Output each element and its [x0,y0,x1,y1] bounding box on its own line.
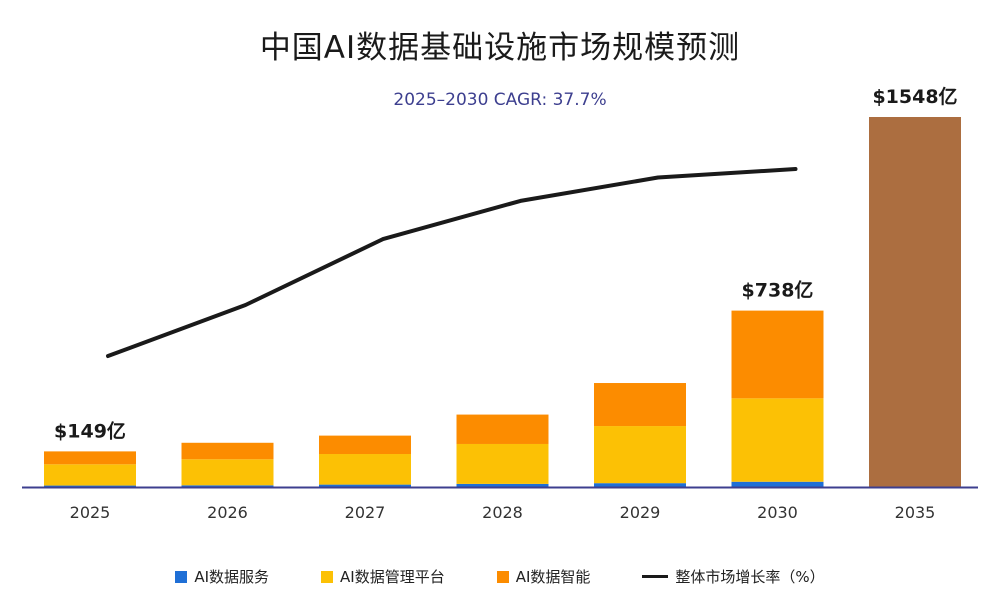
legend-item-ai-data-intelligence: AI数据智能 [496,566,591,587]
bar-ai-data-platform-2028 [456,443,549,484]
bar-ai-data-service-2029 [594,483,686,487]
x-tick-label-2028: 2028 [482,503,523,522]
bar-total-market-2035 [869,117,961,487]
data-label-2025: $149亿 [54,419,126,442]
bar-ai-data-service-2025 [44,485,136,487]
bar-ai-data-intelligence-2025 [44,451,136,465]
bar-ai-data-intelligence-2028 [456,414,549,444]
legend-label-ai-data-service: AI数据服务 [194,568,270,586]
bar-ai-data-platform-2030 [731,398,824,482]
x-tick-label-2027: 2027 [345,503,386,522]
bar-ai-data-intelligence-2029 [594,383,686,427]
bar-ai-data-service-2030 [731,481,824,487]
legend-line-growth-rate [642,575,669,578]
bar-ai-data-intelligence-2026 [181,442,274,460]
bar-ai-data-platform-2025 [44,464,136,486]
data-label-2035: $1548亿 [872,85,957,108]
x-tick-label-2029: 2029 [620,503,661,522]
x-tick-label-2035: 2035 [895,503,936,522]
bar-ai-data-service-2028 [456,483,549,487]
bar-ai-data-platform-2026 [181,459,274,486]
bar-ai-data-intelligence-2030 [731,310,824,399]
bar-ai-data-service-2026 [181,485,274,487]
legend: AI数据服务 AI数据管理平台 AI数据智能 整体市场增长率（%） [0,566,1000,587]
bar-ai-data-intelligence-2027 [319,435,411,455]
legend-item-growth-rate: 整体市场增长率（%） [642,566,825,587]
growth-rate-line [106,167,798,358]
legend-swatch-ai-data-platform [321,570,334,583]
legend-item-ai-data-service: AI数据服务 [175,566,269,587]
legend-label-growth-rate: 整体市场增长率（%） [675,568,825,586]
bar-ai-data-platform-2027 [319,454,411,485]
legend-swatch-ai-data-service [175,570,188,583]
legend-label-ai-data-intelligence: AI数据智能 [515,568,591,586]
bar-ai-data-platform-2029 [594,426,686,484]
x-tick-label-2026: 2026 [207,503,248,522]
data-label-2030: $738亿 [742,279,814,302]
legend-label-ai-data-platform: AI数据管理平台 [340,568,445,586]
x-tick-label-2025: 2025 [70,503,111,522]
legend-item-ai-data-platform: AI数据管理平台 [321,566,445,587]
x-tick-label-2030: 2030 [757,503,798,522]
legend-swatch-ai-data-intelligence [496,570,509,583]
bar-ai-data-service-2027 [319,484,411,487]
chart-title: 中国AI数据基础设施市场规模预测 [259,30,741,66]
chart-subtitle: 2025–2030 CAGR: 37.7% [393,90,607,110]
